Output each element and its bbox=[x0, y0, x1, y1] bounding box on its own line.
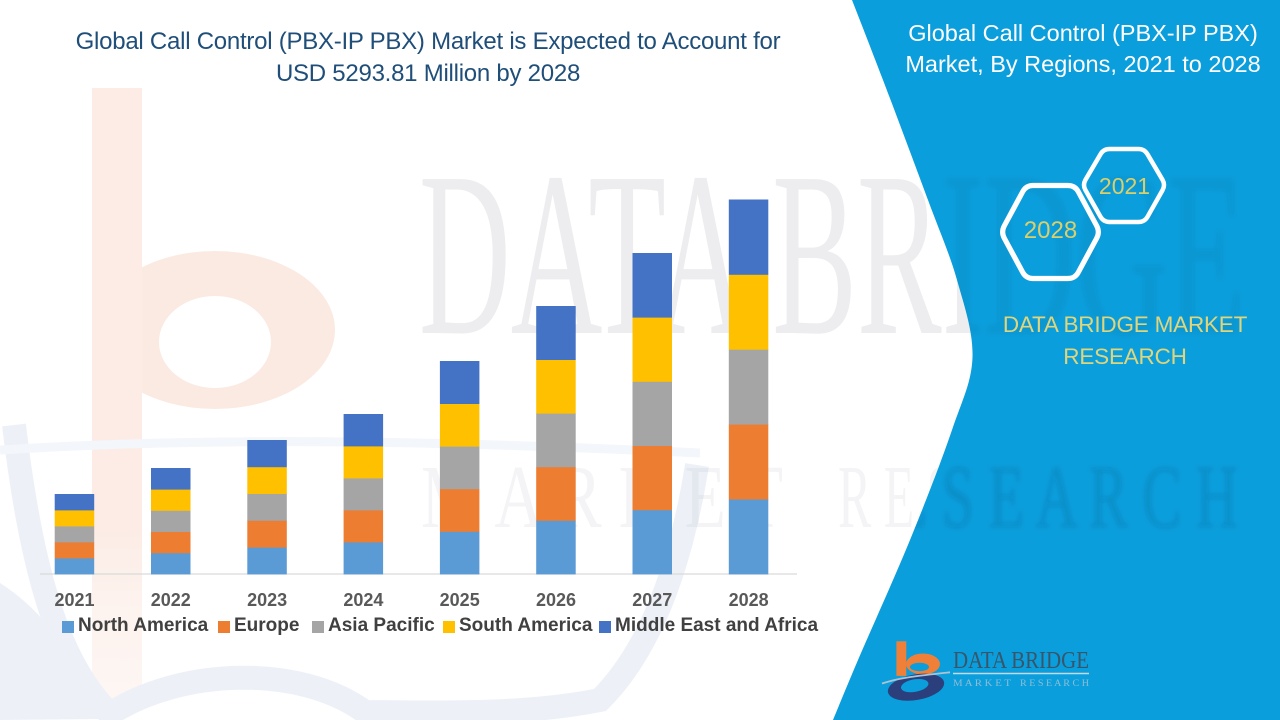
svg-text:R E S E A R C H: R E S E A R C H bbox=[838, 448, 1238, 547]
svg-text:DATA BRIDGE: DATA BRIDGE bbox=[953, 648, 1089, 674]
svg-text:R E S E A R C H: R E S E A R C H bbox=[1020, 678, 1090, 688]
svg-text:M A R K E T: M A R K E T bbox=[953, 678, 1012, 688]
svg-text:M A R K E T: M A R K E T bbox=[421, 448, 783, 547]
